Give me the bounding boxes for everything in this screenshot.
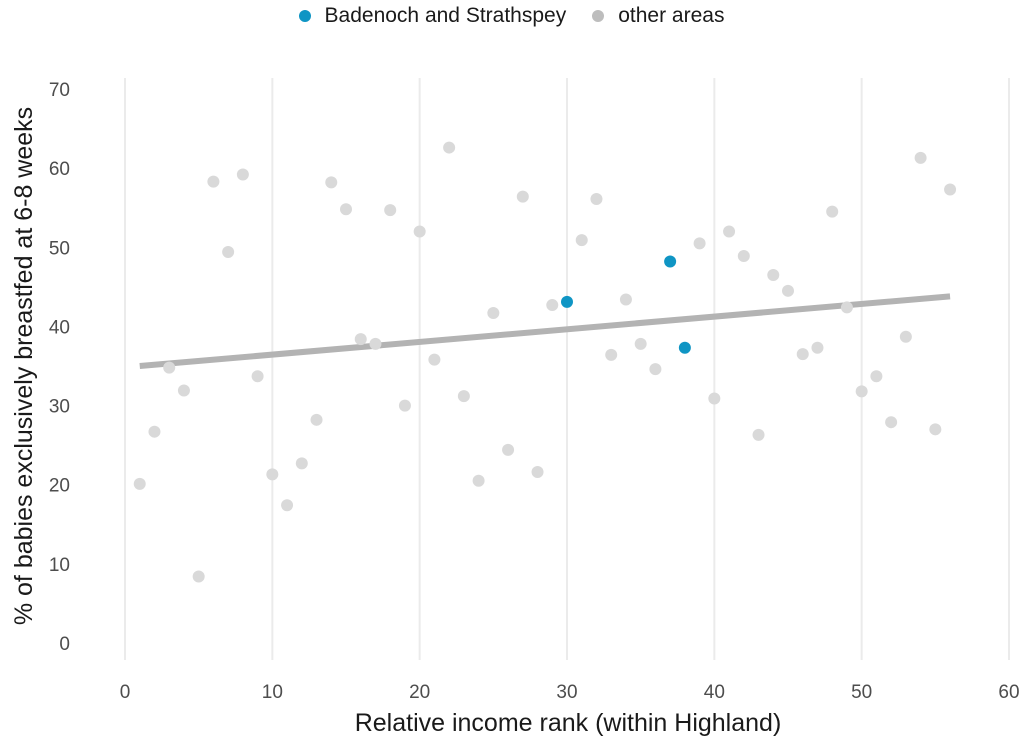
point-other-area-11 bbox=[295, 457, 308, 470]
legend-item-other: other areas bbox=[592, 4, 724, 28]
x-axis-title: Relative income rank (within Highland) bbox=[355, 709, 782, 737]
point-other-area-3 bbox=[177, 384, 190, 397]
x-tick-label-0: 0 bbox=[120, 682, 131, 703]
point-other-area-25 bbox=[502, 443, 515, 456]
y-tick-label-4: 40 bbox=[49, 317, 70, 338]
point-badenoch-0 bbox=[561, 295, 573, 308]
point-other-area-19 bbox=[413, 225, 426, 238]
point-badenoch-2 bbox=[678, 341, 691, 354]
point-other-area-8 bbox=[251, 370, 264, 383]
point-other-area-6 bbox=[222, 246, 235, 259]
x-tick-label-1: 10 bbox=[262, 682, 283, 703]
point-other-area-23 bbox=[472, 474, 485, 487]
point-other-area-26 bbox=[516, 190, 529, 203]
point-other-area-29 bbox=[575, 234, 588, 247]
point-other-area-50 bbox=[914, 151, 927, 164]
point-other-area-4 bbox=[192, 570, 205, 583]
point-other-area-31 bbox=[605, 348, 618, 361]
point-badenoch-1 bbox=[664, 255, 677, 268]
y-tick-label-7: 70 bbox=[49, 80, 70, 101]
point-other-area-17 bbox=[384, 204, 397, 217]
point-other-area-16 bbox=[369, 337, 382, 350]
point-other-area-52 bbox=[944, 183, 957, 196]
point-other-area-27 bbox=[531, 466, 544, 479]
point-other-area-32 bbox=[619, 293, 632, 306]
point-other-area-14 bbox=[340, 203, 352, 216]
y-tick-label-0: 0 bbox=[59, 634, 70, 655]
point-other-area-18 bbox=[398, 399, 411, 412]
x-tick-label-4: 40 bbox=[704, 682, 725, 703]
point-other-area-2 bbox=[163, 361, 176, 374]
point-other-area-33 bbox=[634, 337, 647, 350]
legend-label-highlight: Badenoch and Strathspey bbox=[324, 4, 567, 27]
point-other-area-13 bbox=[325, 176, 338, 189]
point-other-area-21 bbox=[443, 141, 456, 154]
y-axis-title: % of babies exclusively breastfed at 6-8… bbox=[10, 107, 38, 625]
y-tick-label-3: 30 bbox=[49, 397, 70, 418]
point-other-area-28 bbox=[546, 299, 559, 312]
point-other-area-43 bbox=[811, 341, 824, 354]
trend-line bbox=[139, 293, 951, 369]
legend-item-highlight: Badenoch and Strathspey bbox=[298, 4, 567, 28]
point-other-area-20 bbox=[428, 353, 441, 366]
y-tick-label-6: 60 bbox=[49, 159, 70, 180]
point-other-area-15 bbox=[354, 333, 367, 346]
point-other-area-0 bbox=[133, 477, 146, 490]
legend-label-other: other areas bbox=[618, 4, 725, 27]
point-other-area-39 bbox=[752, 428, 765, 441]
x-tick-label-6: 60 bbox=[998, 682, 1019, 703]
point-other-area-45 bbox=[840, 301, 853, 314]
point-other-area-46 bbox=[855, 385, 868, 398]
legend-swatch-highlight bbox=[298, 10, 311, 22]
point-other-area-36 bbox=[708, 392, 721, 405]
point-other-area-12 bbox=[310, 413, 323, 426]
point-other-area-35 bbox=[693, 237, 706, 250]
gridlines bbox=[124, 78, 1010, 660]
y-tick-label-5: 50 bbox=[49, 238, 70, 259]
point-other-area-22 bbox=[457, 390, 470, 403]
x-tick-label-2: 20 bbox=[409, 682, 430, 703]
point-other-area-41 bbox=[782, 284, 794, 297]
x-axis-ticks: 0 10 20 30 40 50 60 bbox=[120, 682, 1020, 703]
y-tick-label-2: 20 bbox=[49, 476, 70, 497]
point-other-area-24 bbox=[487, 306, 500, 319]
point-other-area-38 bbox=[737, 249, 750, 262]
point-other-area-48 bbox=[885, 416, 898, 429]
point-other-area-34 bbox=[649, 363, 662, 376]
trend-line-group bbox=[139, 293, 951, 369]
point-other-area-44 bbox=[826, 205, 839, 218]
point-other-area-30 bbox=[590, 193, 603, 206]
y-tick-label-1: 10 bbox=[49, 555, 70, 576]
data-points bbox=[133, 141, 957, 583]
x-tick-label-3: 30 bbox=[556, 682, 577, 703]
point-other-area-10 bbox=[281, 499, 294, 512]
point-other-area-40 bbox=[767, 268, 780, 281]
point-other-area-51 bbox=[929, 423, 942, 436]
legend-swatch-other bbox=[592, 10, 605, 22]
point-other-area-7 bbox=[236, 168, 249, 181]
legend: Badenoch and Strathspey other areas bbox=[0, 3, 1023, 29]
point-other-area-1 bbox=[148, 425, 161, 438]
point-other-area-9 bbox=[266, 468, 279, 481]
point-other-area-42 bbox=[796, 348, 809, 361]
x-tick-label-5: 50 bbox=[851, 682, 872, 703]
point-other-area-49 bbox=[899, 330, 912, 343]
point-other-area-5 bbox=[207, 175, 220, 188]
point-other-area-37 bbox=[723, 225, 736, 238]
point-other-area-47 bbox=[870, 370, 883, 383]
y-axis-ticks: 0 10 20 30 40 50 60 70 bbox=[49, 80, 70, 655]
